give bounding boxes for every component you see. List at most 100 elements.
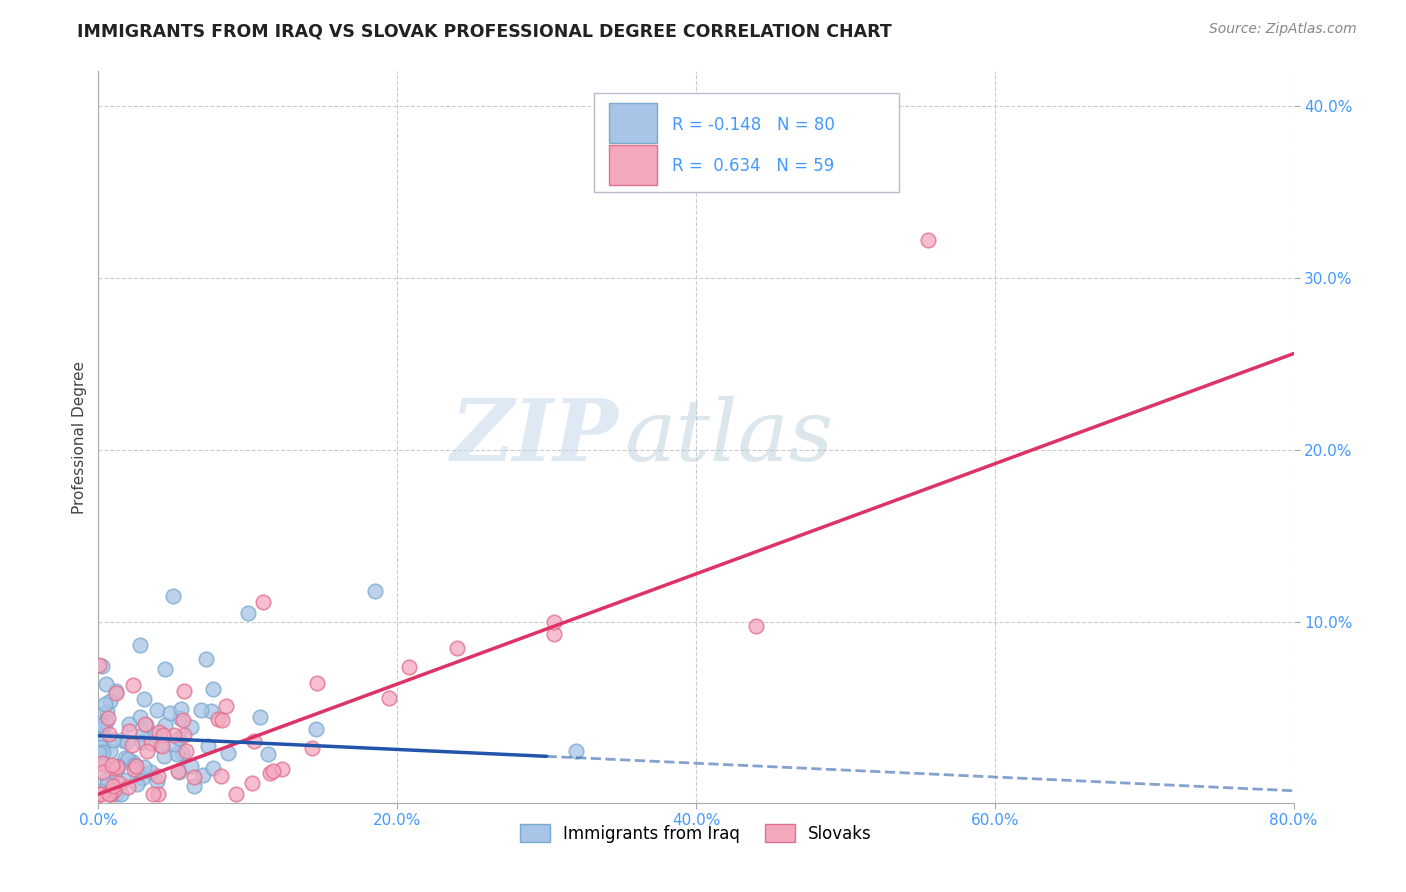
Point: [117, 780, 139, 795]
Point: [122, 762, 145, 776]
Point: [305, 722, 328, 736]
Point: [163, 728, 186, 742]
Point: [117, 752, 139, 766]
Point: [252, 595, 274, 609]
Point: [115, 734, 138, 748]
Point: [153, 748, 176, 763]
Point: [170, 701, 193, 715]
Text: atlas: atlas: [624, 396, 834, 478]
Point: [378, 690, 401, 705]
Point: [180, 720, 202, 734]
Point: [141, 764, 163, 779]
Point: [201, 761, 224, 775]
Point: [108, 776, 131, 790]
Point: [197, 739, 219, 754]
Point: [90, 739, 112, 754]
Point: [152, 727, 174, 741]
Point: [146, 774, 169, 789]
Point: [148, 787, 170, 801]
FancyBboxPatch shape: [609, 103, 657, 143]
Point: [240, 776, 263, 790]
Point: [104, 686, 127, 700]
Text: ZIP: ZIP: [450, 395, 619, 479]
Point: [91, 745, 114, 759]
Point: [745, 618, 768, 632]
Point: [209, 769, 232, 783]
Point: [132, 727, 155, 741]
Point: [91, 731, 114, 746]
Point: [446, 640, 468, 655]
Point: [180, 759, 202, 773]
Point: [183, 779, 205, 793]
Point: [167, 731, 190, 745]
Point: [121, 678, 143, 692]
Point: [143, 728, 166, 742]
Point: [98, 787, 121, 801]
Point: [127, 764, 149, 778]
Point: [201, 681, 224, 696]
Point: [104, 765, 127, 780]
Point: [110, 787, 132, 801]
Point: [112, 772, 135, 787]
Point: [118, 717, 141, 731]
Point: [256, 747, 278, 761]
Point: [122, 756, 145, 770]
Point: [96, 777, 118, 791]
Point: [134, 717, 156, 731]
Point: [259, 766, 281, 780]
Point: [103, 783, 125, 797]
Point: [105, 787, 128, 801]
Point: [190, 703, 212, 717]
Point: [100, 787, 122, 801]
FancyBboxPatch shape: [595, 94, 900, 192]
Legend: Immigrants from Iraq, Slovaks: Immigrants from Iraq, Slovaks: [513, 818, 879, 849]
Point: [211, 713, 233, 727]
Text: R =  0.634   N = 59: R = 0.634 N = 59: [672, 158, 834, 176]
Point: [173, 683, 195, 698]
Point: [543, 627, 565, 641]
Point: [132, 692, 155, 706]
Point: [101, 733, 124, 747]
Point: [207, 712, 229, 726]
Point: [174, 744, 197, 758]
Point: [110, 733, 132, 747]
Point: [103, 780, 125, 794]
Point: [150, 739, 173, 754]
Point: [89, 787, 111, 801]
Point: [89, 747, 111, 761]
Point: [183, 770, 205, 784]
Point: [917, 233, 939, 247]
Point: [105, 761, 128, 775]
Point: [225, 787, 247, 801]
Point: [91, 756, 114, 771]
Point: [159, 706, 181, 720]
Point: [96, 704, 118, 718]
Point: [131, 735, 153, 749]
Point: [91, 718, 114, 732]
Point: [139, 736, 162, 750]
FancyBboxPatch shape: [609, 145, 657, 186]
Point: [136, 744, 159, 758]
Point: [90, 787, 112, 801]
Point: [94, 676, 117, 690]
Point: [173, 728, 195, 742]
Text: R = -0.148   N = 80: R = -0.148 N = 80: [672, 116, 835, 134]
Point: [148, 724, 170, 739]
Point: [121, 738, 143, 752]
Point: [122, 758, 145, 772]
Point: [163, 737, 186, 751]
Point: [249, 710, 271, 724]
Point: [128, 638, 150, 652]
Point: [169, 765, 191, 780]
Point: [170, 746, 193, 760]
Point: [98, 727, 121, 741]
Point: [243, 734, 266, 748]
Point: [90, 714, 112, 729]
Point: [172, 714, 194, 728]
Point: [104, 683, 127, 698]
Point: [89, 787, 111, 801]
Point: [200, 704, 222, 718]
Point: [146, 769, 169, 783]
Point: [91, 757, 114, 772]
Point: [98, 744, 121, 758]
